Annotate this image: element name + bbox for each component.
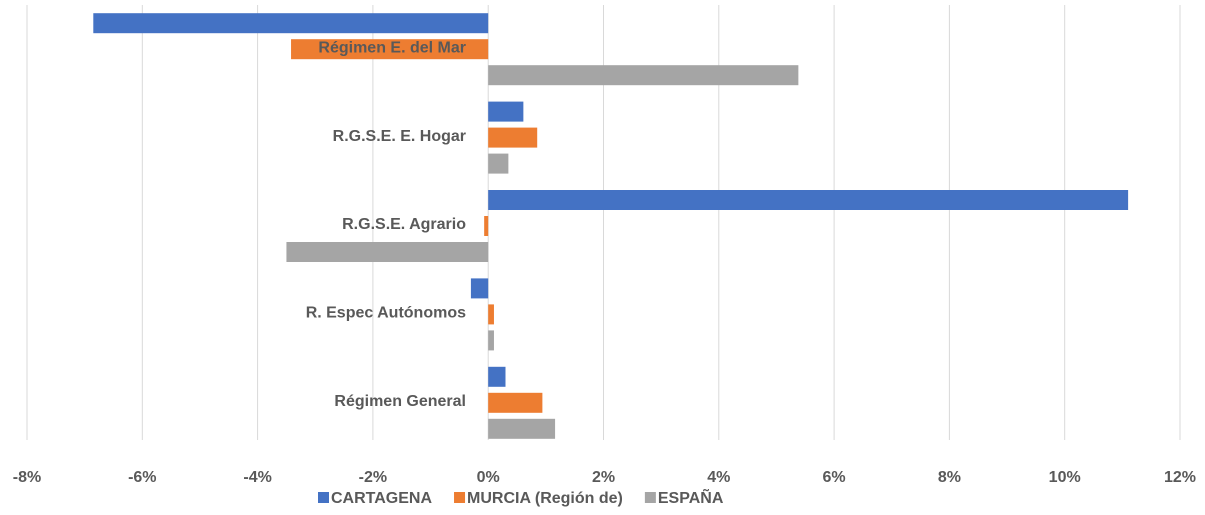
bar [488,153,509,174]
bar [488,366,506,387]
x-tick-label: -6% [128,469,156,486]
bar [470,278,489,299]
legend-swatch [644,492,656,503]
bar [488,190,1129,210]
x-tick-label: 2% [592,469,615,486]
x-tick-label: -2% [359,469,387,486]
legend-label: ESPAÑA [658,487,724,507]
bar [488,392,543,413]
bar [93,13,489,34]
x-tick-label: 10% [1049,469,1081,486]
category-label: R.G.S.E. Agrario [342,216,466,233]
bar [488,127,538,148]
x-tick-label: 8% [938,469,961,486]
legend-swatch [454,492,466,503]
legend-label: CARTAGENA [331,490,432,507]
bar [488,330,494,351]
legend-swatch [318,492,329,503]
bar [488,65,799,86]
category-label: Régimen General [334,393,466,410]
x-tick-label: 0% [477,469,500,486]
bar [488,101,524,122]
bar [484,216,489,236]
bar [488,418,556,439]
x-tick-label: -4% [243,469,271,486]
x-tick-label: 6% [823,469,846,486]
category-label: Régimen E. del Mar [318,39,466,56]
x-tick-label: -8% [13,469,41,486]
category-label: R. Espec Autónomos [306,305,466,322]
legend-label: MURCIA (Región de) [467,490,623,507]
x-tick-label: 12% [1164,469,1196,486]
bar [286,242,489,262]
x-tick-label: 4% [707,469,730,486]
bar [488,304,494,325]
bar [291,39,489,60]
category-label: R.G.S.E. E. Hogar [333,128,466,145]
